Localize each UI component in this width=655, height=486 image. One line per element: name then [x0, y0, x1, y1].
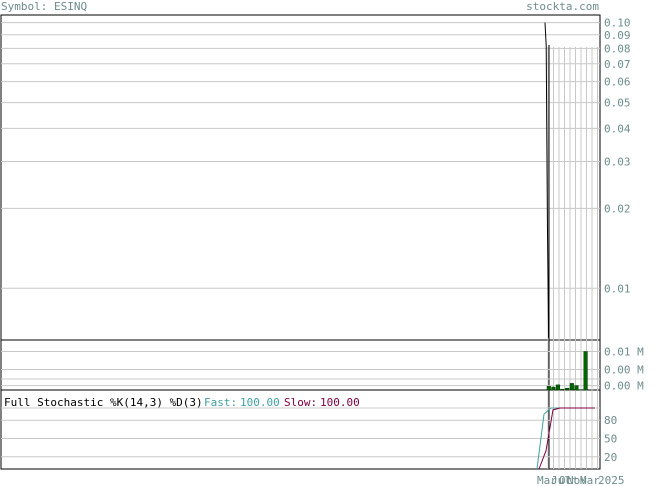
price-tick-label: 0.03 — [604, 156, 631, 169]
stochastic-tick-label: 50 — [604, 433, 617, 446]
price-tick-label: 0.02 — [604, 202, 631, 215]
slow-label: Slow: — [284, 396, 317, 409]
price-tick-label: 0.09 — [604, 29, 631, 42]
price-tick-label: 0.04 — [604, 122, 631, 135]
site-label[interactable]: stockta.com — [526, 0, 599, 13]
price-line — [544, 22, 550, 339]
volume-bar — [574, 385, 579, 391]
slow-value: 100.00 — [320, 396, 360, 409]
volume-bar — [555, 384, 561, 391]
x-tick-label: Jul — [551, 474, 571, 486]
volume-bar — [551, 386, 556, 391]
volume-bar — [560, 389, 565, 391]
chart-frame — [0, 14, 601, 470]
stochastic-tick-label: 20 — [604, 451, 617, 464]
price-tick-label: 0.06 — [604, 76, 631, 89]
slow-line — [538, 407, 595, 470]
volume-bar — [546, 386, 551, 391]
price-tick-label: 0.08 — [604, 42, 631, 55]
fast-value: 100.00 — [240, 396, 280, 409]
x-tick-label: Oct — [559, 474, 579, 486]
price-tick-label: 0.10 — [604, 17, 631, 30]
price-tick-label: 0.05 — [604, 97, 631, 110]
price-tick-label: 0.07 — [604, 58, 631, 71]
volume-bar — [583, 351, 588, 391]
volume-bar — [569, 383, 574, 391]
x-tick-label: Nov — [567, 474, 587, 486]
volume-tick-label: 0.00 M — [604, 363, 644, 376]
stochastic-title: Full Stochastic %K(14,3) %D(3) — [4, 396, 203, 409]
volume-tick-label: 0.00 M — [604, 380, 644, 393]
x-tick-label: 2025 — [598, 474, 625, 486]
x-tick-label: Mar — [537, 474, 557, 486]
volume-bar — [565, 387, 570, 391]
stochastic-tick-label: 80 — [604, 414, 617, 427]
fast-label: Fast: — [204, 396, 237, 409]
x-tick-label: Mar — [580, 474, 600, 486]
symbol-label: Symbol: ESINQ — [1, 0, 88, 13]
volume-tick-label: 0.01 M — [604, 346, 644, 359]
price-tick-label: 0.01 — [604, 282, 631, 295]
